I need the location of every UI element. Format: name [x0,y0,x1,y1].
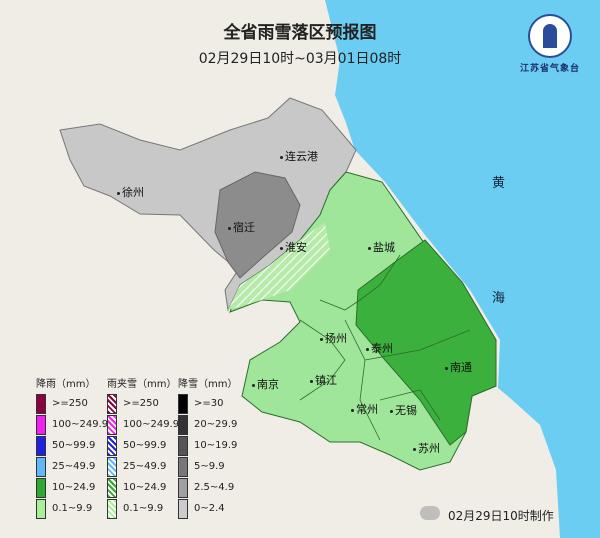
legend-item: >=30 [194,398,224,409]
city-label: 淮安 [280,239,307,255]
legend-item: 25~49.9 [123,461,167,472]
city-label: 泰州 [366,340,393,356]
city-label: 镇江 [310,372,337,388]
legend-item: 25~49.9 [52,461,96,472]
observatory-logo-icon [528,14,572,58]
legend-title: 降雪（mm） [178,379,238,390]
city-label: 连云港 [280,148,318,164]
legend-item: 0.1~9.9 [52,503,93,514]
heavier-snow-area [214,171,301,279]
legend-item: 50~99.9 [123,440,167,451]
city-label: 常州 [351,401,378,417]
legend-item: >=250 [123,398,159,409]
sea-label: 黄 [492,176,506,191]
footer-made-time: 02月29日10时制作 [448,509,554,523]
legend-title: 降雨（mm） [36,379,96,390]
legend-item: 100~249.9 [52,419,109,430]
logo-text: 江苏省气象台 [519,64,580,74]
sea [325,0,600,538]
legend-rain: 降雨（mm） >=250 100~249.9 50~99.9 25~49.9 1… [36,375,108,519]
legend-title: 雨夹雪（mm） [107,379,177,390]
map-title: 全省雨雪落区预报图 [223,23,377,43]
city-label: 苏州 [413,440,440,456]
city-label: 宿迁 [228,219,255,235]
city-label: 盐城 [368,239,395,255]
sea-label: 海 [492,291,506,306]
legend-item: >=250 [52,398,88,409]
legend-item: 10~24.9 [52,482,96,493]
legend-item: 0.1~9.9 [123,503,164,514]
legend-sleet: 雨夹雪（mm） >=250 100~249.9 50~99.9 25~49.9 … [107,375,179,519]
legend-item: 0~2.4 [194,503,225,514]
legend-item: 10~24.9 [123,482,167,493]
city-label: 南通 [445,359,472,375]
legend-item: 10~19.9 [194,440,238,451]
city-label: 扬州 [320,330,347,346]
legend-item: 2.5~4.9 [194,482,235,493]
logo: 江苏省气象台 [515,14,585,74]
map-subtitle: 02月29日10时~03月01日08时 [198,51,402,67]
legend-item: 50~99.9 [52,440,96,451]
city-label: 南京 [252,376,279,392]
legend-item: 100~249.9 [123,419,180,430]
legend-item: 5~9.9 [194,461,225,472]
city-label: 徐州 [117,184,144,200]
wechat-icon [420,506,440,520]
legend-item: 20~29.9 [194,419,238,430]
legend-snow: 降雪（mm） >=30 20~29.9 10~19.9 5~9.9 2.5~4.… [178,375,237,519]
rain-moderate-area [355,239,497,446]
city-label: 无锡 [390,402,417,418]
